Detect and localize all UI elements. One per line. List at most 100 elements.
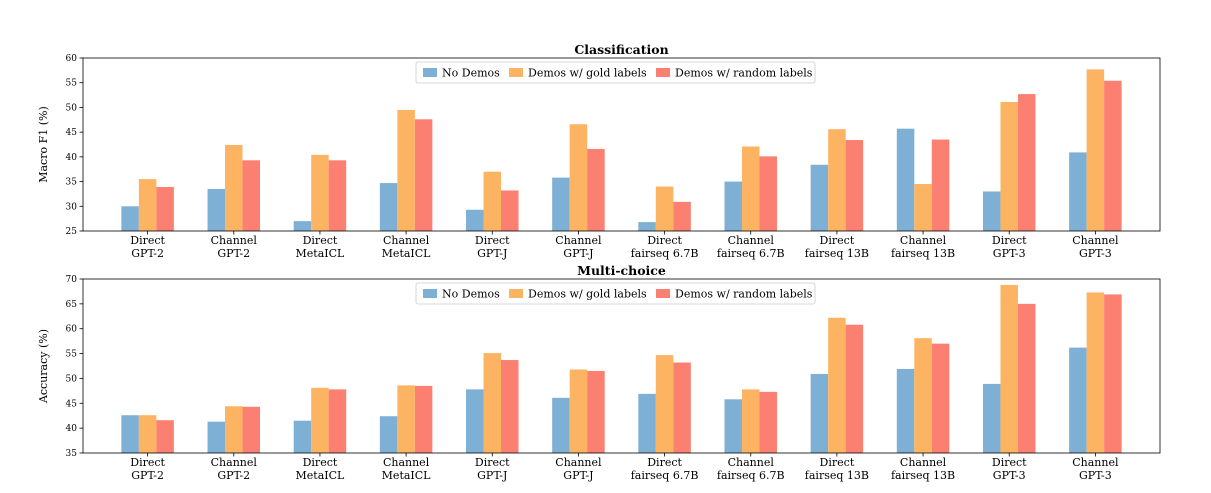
bar-gold	[483, 353, 502, 453]
bar-random	[501, 190, 519, 231]
bar-no-demos	[982, 383, 1001, 453]
x-tick-label: Channel	[1072, 456, 1119, 469]
x-tick-label: Channel	[383, 234, 430, 247]
bar-no-demos	[1069, 347, 1087, 453]
x-tick-label: GPT-2	[131, 247, 164, 260]
x-tick-label: MetaICL	[382, 247, 432, 260]
bar-random	[156, 187, 174, 231]
bar-random	[414, 385, 433, 453]
bar-gold	[1086, 292, 1105, 453]
bar-no-demos	[1069, 152, 1087, 231]
x-tick-label: Direct	[820, 456, 855, 469]
legend-label: Demos w/ gold labels	[528, 67, 647, 80]
bar-no-demos	[724, 399, 742, 453]
bar-no-demos	[207, 188, 226, 231]
y-tick-label: 55	[66, 350, 78, 360]
bar-random	[845, 324, 864, 453]
bar-random	[845, 140, 864, 231]
y-tick-label: 35	[66, 178, 78, 188]
bar-gold	[138, 415, 157, 453]
bar-random	[1104, 80, 1122, 232]
bar-gold	[138, 179, 157, 231]
bar-gold	[483, 171, 502, 231]
x-tick-label: GPT-3	[993, 247, 1026, 260]
x-tick-label: Direct	[647, 456, 682, 469]
legend-swatch-random	[656, 68, 670, 77]
x-tick-label: GPT-3	[1079, 469, 1112, 482]
bar-no-demos	[896, 368, 915, 453]
bar-random	[1017, 303, 1036, 453]
plot-frame	[82, 278, 1161, 454]
chart-title: Multi-choice	[577, 263, 666, 278]
x-tick-label: MetaICL	[296, 469, 346, 482]
bar-gold	[225, 144, 243, 231]
bar-no-demos	[207, 421, 226, 453]
x-tick-label: GPT-2	[131, 469, 164, 482]
legend-box	[415, 282, 816, 305]
bar-random	[931, 139, 950, 231]
bar-gold	[828, 129, 846, 231]
bar-random	[1017, 94, 1036, 231]
legend-label: Demos w/ random labels	[675, 288, 813, 301]
bar-no-demos	[982, 191, 1001, 231]
legend-swatch-no-demos	[423, 289, 437, 298]
x-tick-label: GPT-J	[477, 247, 507, 260]
x-tick-label: fairseq 6.7B	[631, 247, 699, 260]
x-tick-label: GPT-3	[1079, 247, 1112, 260]
bar-no-demos	[466, 209, 484, 231]
bar-no-demos	[379, 183, 398, 231]
bar-gold	[655, 355, 674, 453]
bar-random	[673, 201, 691, 231]
bar-random	[414, 119, 433, 231]
x-tick-label: fairseq 13B	[805, 247, 869, 260]
y-axis-label: Accuracy (%)	[37, 329, 50, 404]
bar-no-demos	[121, 415, 139, 453]
y-tick-label: 35	[66, 449, 78, 459]
bar-gold	[397, 385, 415, 453]
bar-random	[328, 160, 347, 231]
x-tick-label: Direct	[475, 234, 510, 247]
legend: No Demos Demos w/ gold labels Demos w/ ran…	[415, 282, 816, 305]
bar-no-demos	[896, 128, 915, 231]
bar-gold	[655, 186, 674, 231]
bar-no-demos	[810, 373, 829, 453]
y-tick-label: 55	[66, 79, 78, 89]
x-tick-label: Direct	[992, 234, 1027, 247]
bar-no-demos	[293, 221, 312, 231]
legend-swatch-no-demos	[423, 68, 437, 77]
bar-random	[759, 156, 777, 231]
bar-no-demos	[810, 164, 829, 231]
x-tick-label: MetaICL	[296, 247, 346, 260]
bar-random	[673, 362, 691, 453]
y-axis-label: Macro F1 (%)	[37, 106, 50, 183]
x-tick-label: Direct	[130, 456, 165, 469]
x-tick-label: Channel	[555, 456, 602, 469]
bar-gold	[1000, 101, 1018, 232]
x-tick-label: Direct	[303, 456, 338, 469]
bar-no-demos	[552, 177, 570, 231]
legend-label: No Demos	[442, 67, 500, 80]
x-tick-label: Channel	[383, 456, 430, 469]
x-tick-label: MetaICL	[382, 469, 432, 482]
bar-random	[587, 148, 605, 231]
bar-no-demos	[466, 389, 484, 453]
x-tick-label: Channel	[211, 234, 258, 247]
x-tick-label: GPT-3	[993, 469, 1026, 482]
bar-random	[501, 360, 519, 453]
y-tick-label: 50	[66, 374, 78, 384]
bar-gold	[225, 406, 243, 453]
y-tick-label: 70	[66, 275, 78, 285]
bar-no-demos	[379, 416, 398, 453]
y-tick-label: 45	[66, 399, 78, 409]
x-tick-label: fairseq 6.7B	[631, 469, 699, 482]
bar-no-demos	[293, 420, 312, 453]
bar-random	[759, 391, 777, 453]
chart-panel-1: DirectGPT-2ChannelGPT-2DirectMetaICLChan…	[37, 42, 1161, 260]
legend-swatch-gold	[509, 68, 523, 77]
bar-gold	[1086, 69, 1105, 232]
y-tick-label: 65	[66, 300, 78, 310]
x-tick-label: Channel	[728, 456, 775, 469]
x-tick-label: Direct	[820, 234, 855, 247]
bar-gold	[828, 317, 846, 453]
bar-gold	[914, 338, 932, 453]
